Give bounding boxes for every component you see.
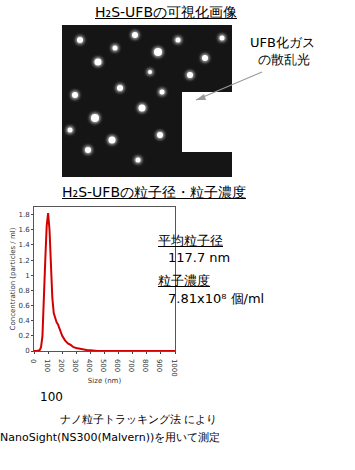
svg-text:900: 900 — [155, 359, 163, 372]
svg-text:1.8: 1.8 — [18, 211, 29, 219]
html-text:117.7 nm: 117.7 nm — [168, 250, 231, 265]
svg-text:1000: 1000 — [170, 359, 178, 377]
html-text:NanoSight(NS300(Malvern))を用いて測: NanoSight(NS300(Malvern))を用いて測定 — [0, 431, 221, 444]
svg-text:0: 0 — [25, 347, 29, 355]
svg-text:0.4: 0.4 — [18, 317, 30, 325]
svg-text:1.4: 1.4 — [18, 241, 30, 249]
svg-text:700: 700 — [127, 359, 135, 372]
html-text:H₂S-UFBの可視化画像: H₂S-UFBの可視化画像 — [95, 4, 237, 20]
html-text:UFB化ガス: UFB化ガス — [250, 35, 315, 50]
svg-text:1: 1 — [25, 272, 29, 280]
svg-text:0.6: 0.6 — [18, 302, 30, 310]
svg-text:Concentration (particles / ml): Concentration (particles / ml) — [9, 227, 17, 330]
svg-text:Size (nm): Size (nm) — [88, 377, 122, 385]
svg-text:300: 300 — [71, 359, 79, 372]
svg-text:0.2: 0.2 — [18, 332, 29, 340]
html-text:粒子濃度: 粒子濃度 — [158, 273, 210, 288]
svg-text:1.6: 1.6 — [18, 226, 30, 234]
svg-text:800: 800 — [141, 359, 149, 372]
html-text:の散乱光: の散乱光 — [258, 52, 310, 67]
svg-text:600: 600 — [113, 359, 121, 372]
svg-text:200: 200 — [57, 359, 65, 372]
svg-text:0: 0 — [29, 359, 37, 363]
svg-text:0.8: 0.8 — [18, 287, 29, 295]
svg-text:400: 400 — [85, 359, 93, 372]
svg-text:500: 500 — [99, 359, 107, 372]
html-text:ナノ粒子トラッキング法 により: ナノ粒子トラッキング法 により — [60, 413, 218, 426]
html-text:100: 100 — [40, 390, 63, 404]
html-text:H₂S-UFBの粒子径・粒子濃度: H₂S-UFBの粒子径・粒子濃度 — [62, 184, 246, 200]
html-text:平均粒子径: 平均粒子径 — [158, 233, 223, 248]
svg-text:1.2: 1.2 — [18, 257, 29, 265]
svg-text:100: 100 — [43, 359, 51, 372]
html-text:7.81x10⁸ 個/ml: 7.81x10⁸ 個/ml — [168, 291, 265, 306]
